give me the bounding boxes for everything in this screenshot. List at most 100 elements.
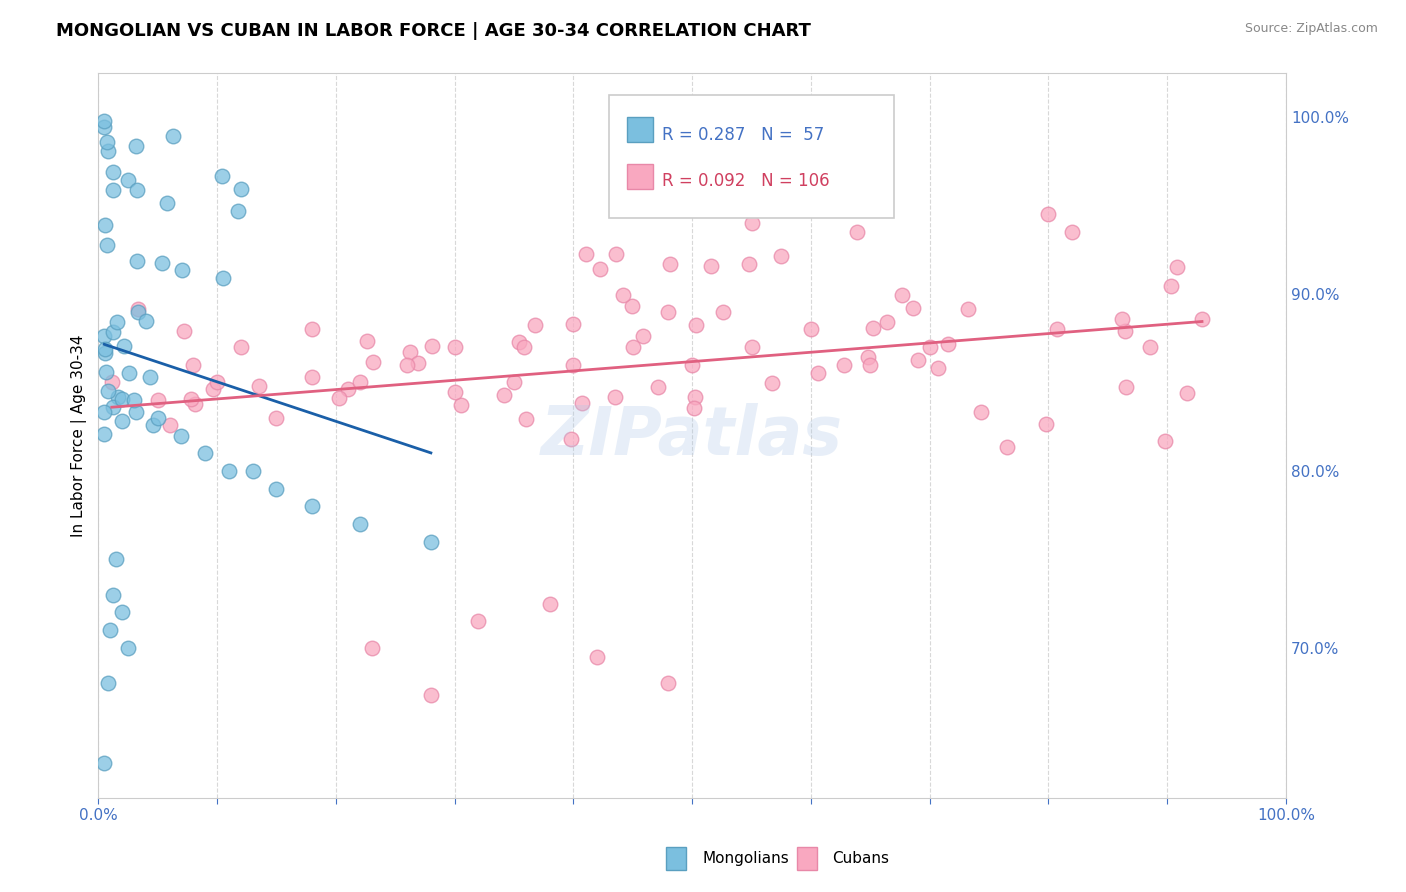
- Point: [135, 314, 157, 328]
- Point: [685, 318, 707, 333]
- Point: [337, 382, 360, 396]
- Point: [105, 552, 128, 566]
- Point: [146, 410, 169, 425]
- Point: [1166, 260, 1188, 275]
- Point: [242, 464, 264, 478]
- Point: [117, 640, 139, 655]
- Point: [467, 614, 489, 628]
- Point: [101, 588, 124, 602]
- Point: [396, 358, 419, 372]
- Point: [907, 353, 929, 368]
- Point: [700, 259, 723, 273]
- Point: [125, 139, 148, 153]
- Point: [538, 597, 561, 611]
- Point: [997, 440, 1019, 454]
- Point: [631, 328, 654, 343]
- Point: [420, 339, 443, 353]
- Point: [228, 203, 250, 218]
- Point: [859, 358, 882, 372]
- Point: [301, 370, 323, 384]
- Point: [127, 305, 149, 319]
- Point: [122, 393, 145, 408]
- Point: [657, 305, 679, 319]
- Text: R = 0.287   N =  57: R = 0.287 N = 57: [662, 126, 825, 144]
- Point: [800, 322, 823, 336]
- Point: [1160, 279, 1182, 293]
- Point: [658, 257, 681, 271]
- Point: [194, 446, 217, 460]
- Point: [107, 390, 129, 404]
- Text: Mongolians: Mongolians: [703, 851, 790, 865]
- Point: [125, 254, 148, 268]
- Point: [1114, 324, 1136, 338]
- Point: [681, 186, 703, 201]
- Point: [202, 382, 225, 396]
- Text: R = 0.092   N = 106: R = 0.092 N = 106: [662, 172, 830, 190]
- Point: [118, 366, 141, 380]
- Point: [508, 334, 530, 349]
- Point: [761, 376, 783, 391]
- Point: [117, 173, 139, 187]
- Point: [93, 120, 115, 134]
- Point: [97, 144, 120, 158]
- Point: [603, 390, 626, 404]
- Point: [1191, 311, 1213, 326]
- Point: [927, 360, 949, 375]
- Point: [205, 376, 228, 390]
- Point: [184, 397, 207, 411]
- Point: [183, 358, 205, 372]
- Point: [586, 649, 609, 664]
- Point: [1139, 340, 1161, 354]
- Point: [93, 342, 115, 356]
- Point: [212, 271, 235, 285]
- Point: [361, 355, 384, 369]
- Point: [162, 129, 184, 144]
- Point: [903, 301, 925, 315]
- Point: [515, 412, 537, 426]
- Point: [127, 301, 149, 316]
- Text: MONGOLIAN VS CUBAN IN LABOR FORCE | AGE 30-34 CORRELATION CHART: MONGOLIAN VS CUBAN IN LABOR FORCE | AGE …: [56, 22, 811, 40]
- Point: [741, 340, 763, 354]
- Point: [124, 405, 146, 419]
- FancyBboxPatch shape: [627, 164, 652, 189]
- Point: [111, 414, 134, 428]
- Point: [247, 379, 270, 393]
- Point: [101, 165, 124, 179]
- Point: [681, 358, 703, 372]
- Point: [146, 393, 169, 408]
- Point: [349, 376, 371, 390]
- Point: [1154, 434, 1177, 449]
- Point: [605, 247, 627, 261]
- Point: [711, 305, 734, 319]
- Point: [503, 376, 526, 390]
- Point: [328, 391, 350, 405]
- Point: [211, 169, 233, 183]
- FancyBboxPatch shape: [609, 95, 894, 218]
- Point: [1046, 322, 1069, 336]
- Point: [218, 464, 240, 478]
- Point: [159, 418, 181, 433]
- Point: [266, 410, 288, 425]
- Point: [301, 322, 323, 336]
- Point: [103, 183, 125, 197]
- Point: [1177, 386, 1199, 401]
- Point: [444, 385, 467, 400]
- Point: [657, 676, 679, 690]
- Point: [98, 623, 121, 637]
- Point: [101, 376, 124, 390]
- Point: [562, 317, 585, 331]
- Point: [571, 395, 593, 409]
- Point: [96, 135, 118, 149]
- Point: [111, 392, 134, 406]
- Point: [127, 183, 149, 197]
- Point: [588, 261, 610, 276]
- Point: [494, 388, 516, 402]
- Point: [93, 329, 115, 343]
- Point: [936, 337, 959, 351]
- Point: [450, 398, 472, 412]
- Point: [138, 369, 160, 384]
- Point: [356, 334, 378, 349]
- Point: [142, 417, 165, 432]
- FancyBboxPatch shape: [627, 117, 652, 142]
- Point: [94, 218, 117, 232]
